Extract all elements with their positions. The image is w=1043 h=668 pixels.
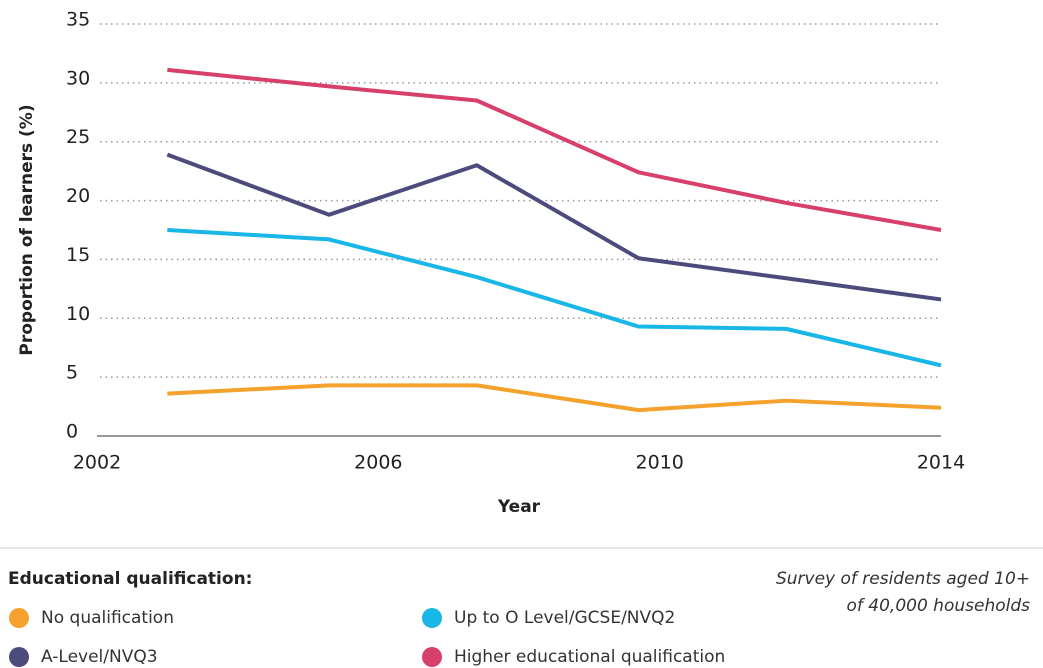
legend-label: A-Level/NVQ3	[41, 647, 158, 667]
y-axis-label: Proportion of learners (%)	[17, 104, 37, 355]
x-tick-label: 2002	[73, 452, 121, 474]
y-tick-label: 30	[66, 67, 90, 89]
y-tick-label: 20	[66, 185, 90, 207]
y-tick-label: 10	[66, 303, 90, 325]
line	[167, 383, 942, 413]
annotation: of 40,000 households	[847, 596, 1031, 616]
y-tick-label: 15	[66, 244, 90, 266]
x-tick-label: 2010	[635, 452, 683, 474]
line	[167, 67, 942, 232]
y-tick-label: 5	[66, 362, 78, 384]
legend-swatch	[422, 647, 442, 667]
line	[166, 152, 942, 302]
annotation: Survey of residents aged 10+	[776, 569, 1030, 589]
legend-label: Higher educational qualification	[454, 647, 725, 667]
legend-title: Educational qualification:	[8, 569, 252, 589]
legend-label: Up to O Level/GCSE/NVQ2	[454, 608, 675, 628]
y-tick-label: 25	[66, 126, 90, 148]
legend-label: No qualification	[41, 608, 174, 628]
legend-swatch	[9, 647, 29, 667]
x-tick-label: 2014	[917, 452, 965, 474]
line	[167, 228, 942, 368]
y-tick-label: 35	[66, 9, 90, 31]
x-tick-label: 2006	[354, 452, 402, 474]
legend-swatch	[9, 608, 29, 628]
x-axis-label: Year	[497, 497, 541, 517]
y-tick-label: 0	[66, 421, 78, 443]
legend-swatch	[422, 608, 442, 628]
